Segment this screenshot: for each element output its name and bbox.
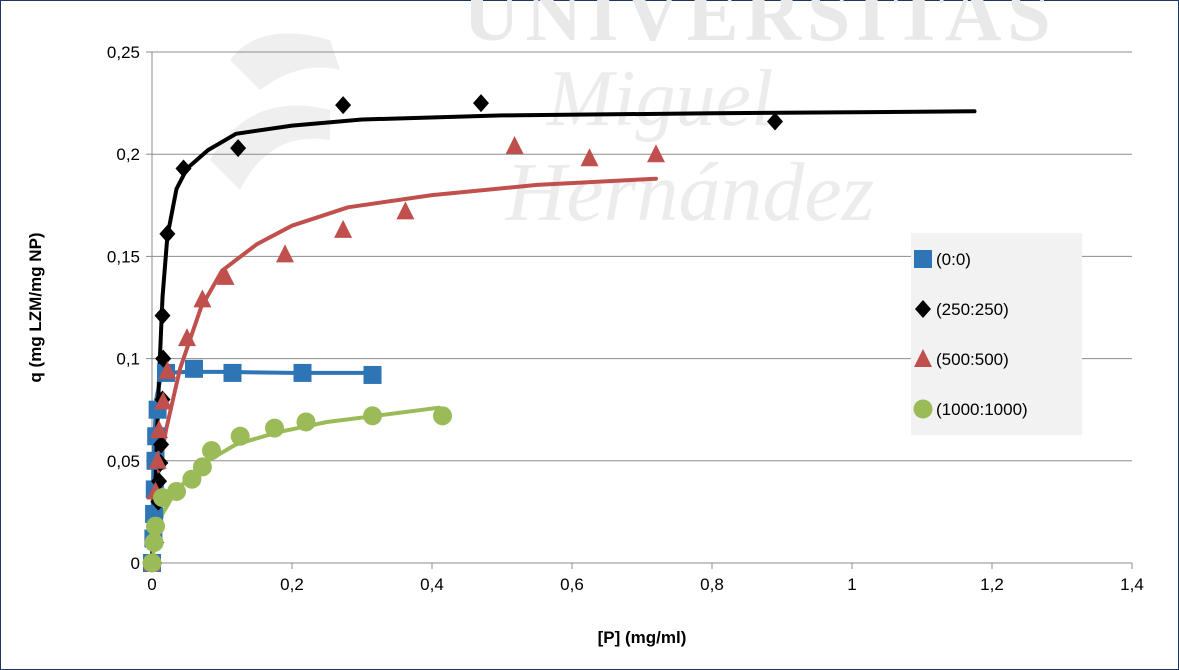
data-point-series-1 <box>154 306 171 325</box>
legend-label: (250:250) <box>936 300 1009 319</box>
legend-marker <box>913 399 933 419</box>
x-axis-title: [P] (mg/ml) <box>598 628 687 647</box>
watermark-emblem <box>210 33 340 191</box>
data-point-series-3 <box>144 533 164 553</box>
y-tick-label: 0 <box>131 554 140 573</box>
y-tick-label: 0,2 <box>116 145 140 164</box>
data-point-series-2 <box>154 391 173 410</box>
x-tick-label: 1,2 <box>980 575 1004 594</box>
data-point-series-2 <box>580 148 599 167</box>
data-point-series-2 <box>334 219 353 238</box>
y-axis-title: q (mg LZM/mg NP) <box>26 232 45 382</box>
data-point-series-1 <box>767 112 783 131</box>
data-point-series-2 <box>148 450 167 469</box>
data-point-series-3 <box>167 481 186 501</box>
legend-box <box>911 233 1082 435</box>
x-tick-label: 0 <box>147 575 156 594</box>
data-point-series-1 <box>230 139 247 158</box>
data-point-series-2 <box>158 360 177 379</box>
x-tick-label: 0,2 <box>280 575 304 594</box>
x-tick-label: 1,4 <box>1120 575 1144 594</box>
data-point-series-2 <box>647 144 665 163</box>
x-tick-label: 1 <box>847 575 856 594</box>
data-point-series-1 <box>335 96 352 115</box>
x-tick-label: 0,8 <box>700 575 724 594</box>
data-point-series-3 <box>230 426 250 446</box>
data-point-series-0 <box>293 363 312 382</box>
data-point-series-2 <box>193 289 212 308</box>
watermark-text-2: Miguel <box>546 55 774 143</box>
data-point-series-3 <box>363 406 382 426</box>
data-point-series-0 <box>363 365 382 384</box>
data-point-series-1 <box>175 159 192 178</box>
data-point-series-3 <box>433 406 452 426</box>
legend-label: (1000:1000) <box>936 400 1028 419</box>
data-point-series-2 <box>178 328 196 347</box>
data-point-series-2 <box>276 244 294 263</box>
legend-marker <box>914 349 932 367</box>
data-point-series-0 <box>223 363 242 382</box>
watermark-text-1: UNIVERSITAS <box>463 0 1056 57</box>
data-point-series-3 <box>265 418 284 438</box>
tick-labels: 0 0,2 0,4 0,6 0,8 1 1,2 1,4 0 0,05 0,1 0,15 0,2 0,25 <box>107 43 1144 594</box>
data-point-series-3 <box>296 412 316 432</box>
y-tick-label: 0,25 <box>107 43 140 62</box>
data-point-series-3 <box>142 553 162 573</box>
legend-label: (0:0) <box>936 250 971 269</box>
legend-label: (500:500) <box>936 350 1009 369</box>
fit-curve-series-2 <box>157 176 658 473</box>
data-point-series-2 <box>505 136 524 155</box>
y-tick-label: 0,05 <box>107 452 140 471</box>
data-point-series-2 <box>396 201 415 220</box>
data-point-series-1 <box>159 224 176 243</box>
data-point-series-0 <box>185 359 203 378</box>
fit-curve-series-0 <box>150 369 378 565</box>
y-tick-label: 0,1 <box>116 350 140 369</box>
data-point-series-1 <box>473 94 489 113</box>
data-markers <box>142 94 783 573</box>
data-point-series-2 <box>150 420 168 439</box>
x-tick-label: 0,4 <box>420 575 444 594</box>
data-point-series-3 <box>192 457 212 477</box>
y-tick-label: 0,15 <box>107 247 140 266</box>
data-point-series-1 <box>153 435 170 454</box>
x-tick-label: 0,6 <box>560 575 584 594</box>
watermark-text-3: Hernández <box>505 146 875 239</box>
legend: (0:0) (250:250) (500:500) (1000:1000) <box>911 233 1082 435</box>
legend-marker <box>914 250 932 268</box>
data-point-series-3 <box>202 441 221 461</box>
legend-marker <box>915 300 931 318</box>
data-point-series-3 <box>146 516 165 536</box>
data-point-series-2 <box>216 266 235 285</box>
